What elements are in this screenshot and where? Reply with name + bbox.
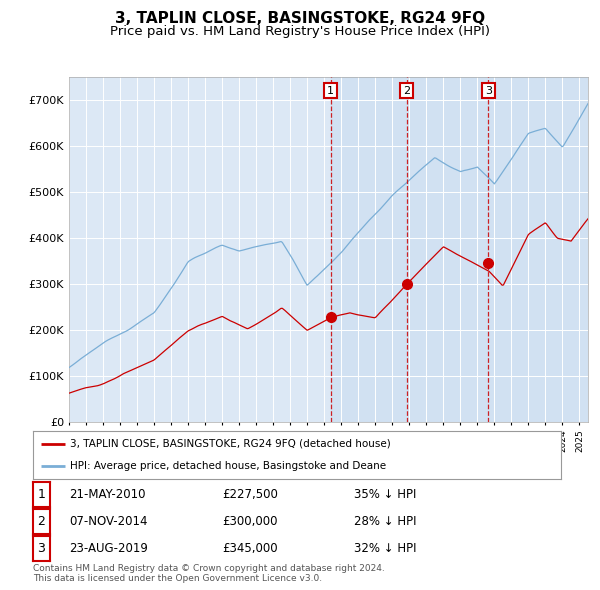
Text: 07-NOV-2014: 07-NOV-2014 <box>69 515 148 528</box>
Text: 21-MAY-2010: 21-MAY-2010 <box>69 488 146 501</box>
Text: £300,000: £300,000 <box>222 515 277 528</box>
Text: 2: 2 <box>403 86 410 96</box>
Text: 2: 2 <box>37 515 46 528</box>
Text: £345,000: £345,000 <box>222 542 278 555</box>
Text: Contains HM Land Registry data © Crown copyright and database right 2024.
This d: Contains HM Land Registry data © Crown c… <box>33 563 385 583</box>
Text: 1: 1 <box>327 86 334 96</box>
Text: 28% ↓ HPI: 28% ↓ HPI <box>354 515 416 528</box>
Text: 3, TAPLIN CLOSE, BASINGSTOKE, RG24 9FQ: 3, TAPLIN CLOSE, BASINGSTOKE, RG24 9FQ <box>115 11 485 25</box>
Bar <box>331 77 588 422</box>
Text: Price paid vs. HM Land Registry's House Price Index (HPI): Price paid vs. HM Land Registry's House … <box>110 25 490 38</box>
Text: 1: 1 <box>37 488 46 501</box>
Text: 32% ↓ HPI: 32% ↓ HPI <box>354 542 416 555</box>
Text: HPI: Average price, detached house, Basingstoke and Deane: HPI: Average price, detached house, Basi… <box>70 461 386 471</box>
Text: 23-AUG-2019: 23-AUG-2019 <box>69 542 148 555</box>
Text: £227,500: £227,500 <box>222 488 278 501</box>
Text: 3: 3 <box>485 86 492 96</box>
Text: 3: 3 <box>37 542 46 555</box>
Text: 3, TAPLIN CLOSE, BASINGSTOKE, RG24 9FQ (detached house): 3, TAPLIN CLOSE, BASINGSTOKE, RG24 9FQ (… <box>70 439 391 449</box>
Text: 35% ↓ HPI: 35% ↓ HPI <box>354 488 416 501</box>
